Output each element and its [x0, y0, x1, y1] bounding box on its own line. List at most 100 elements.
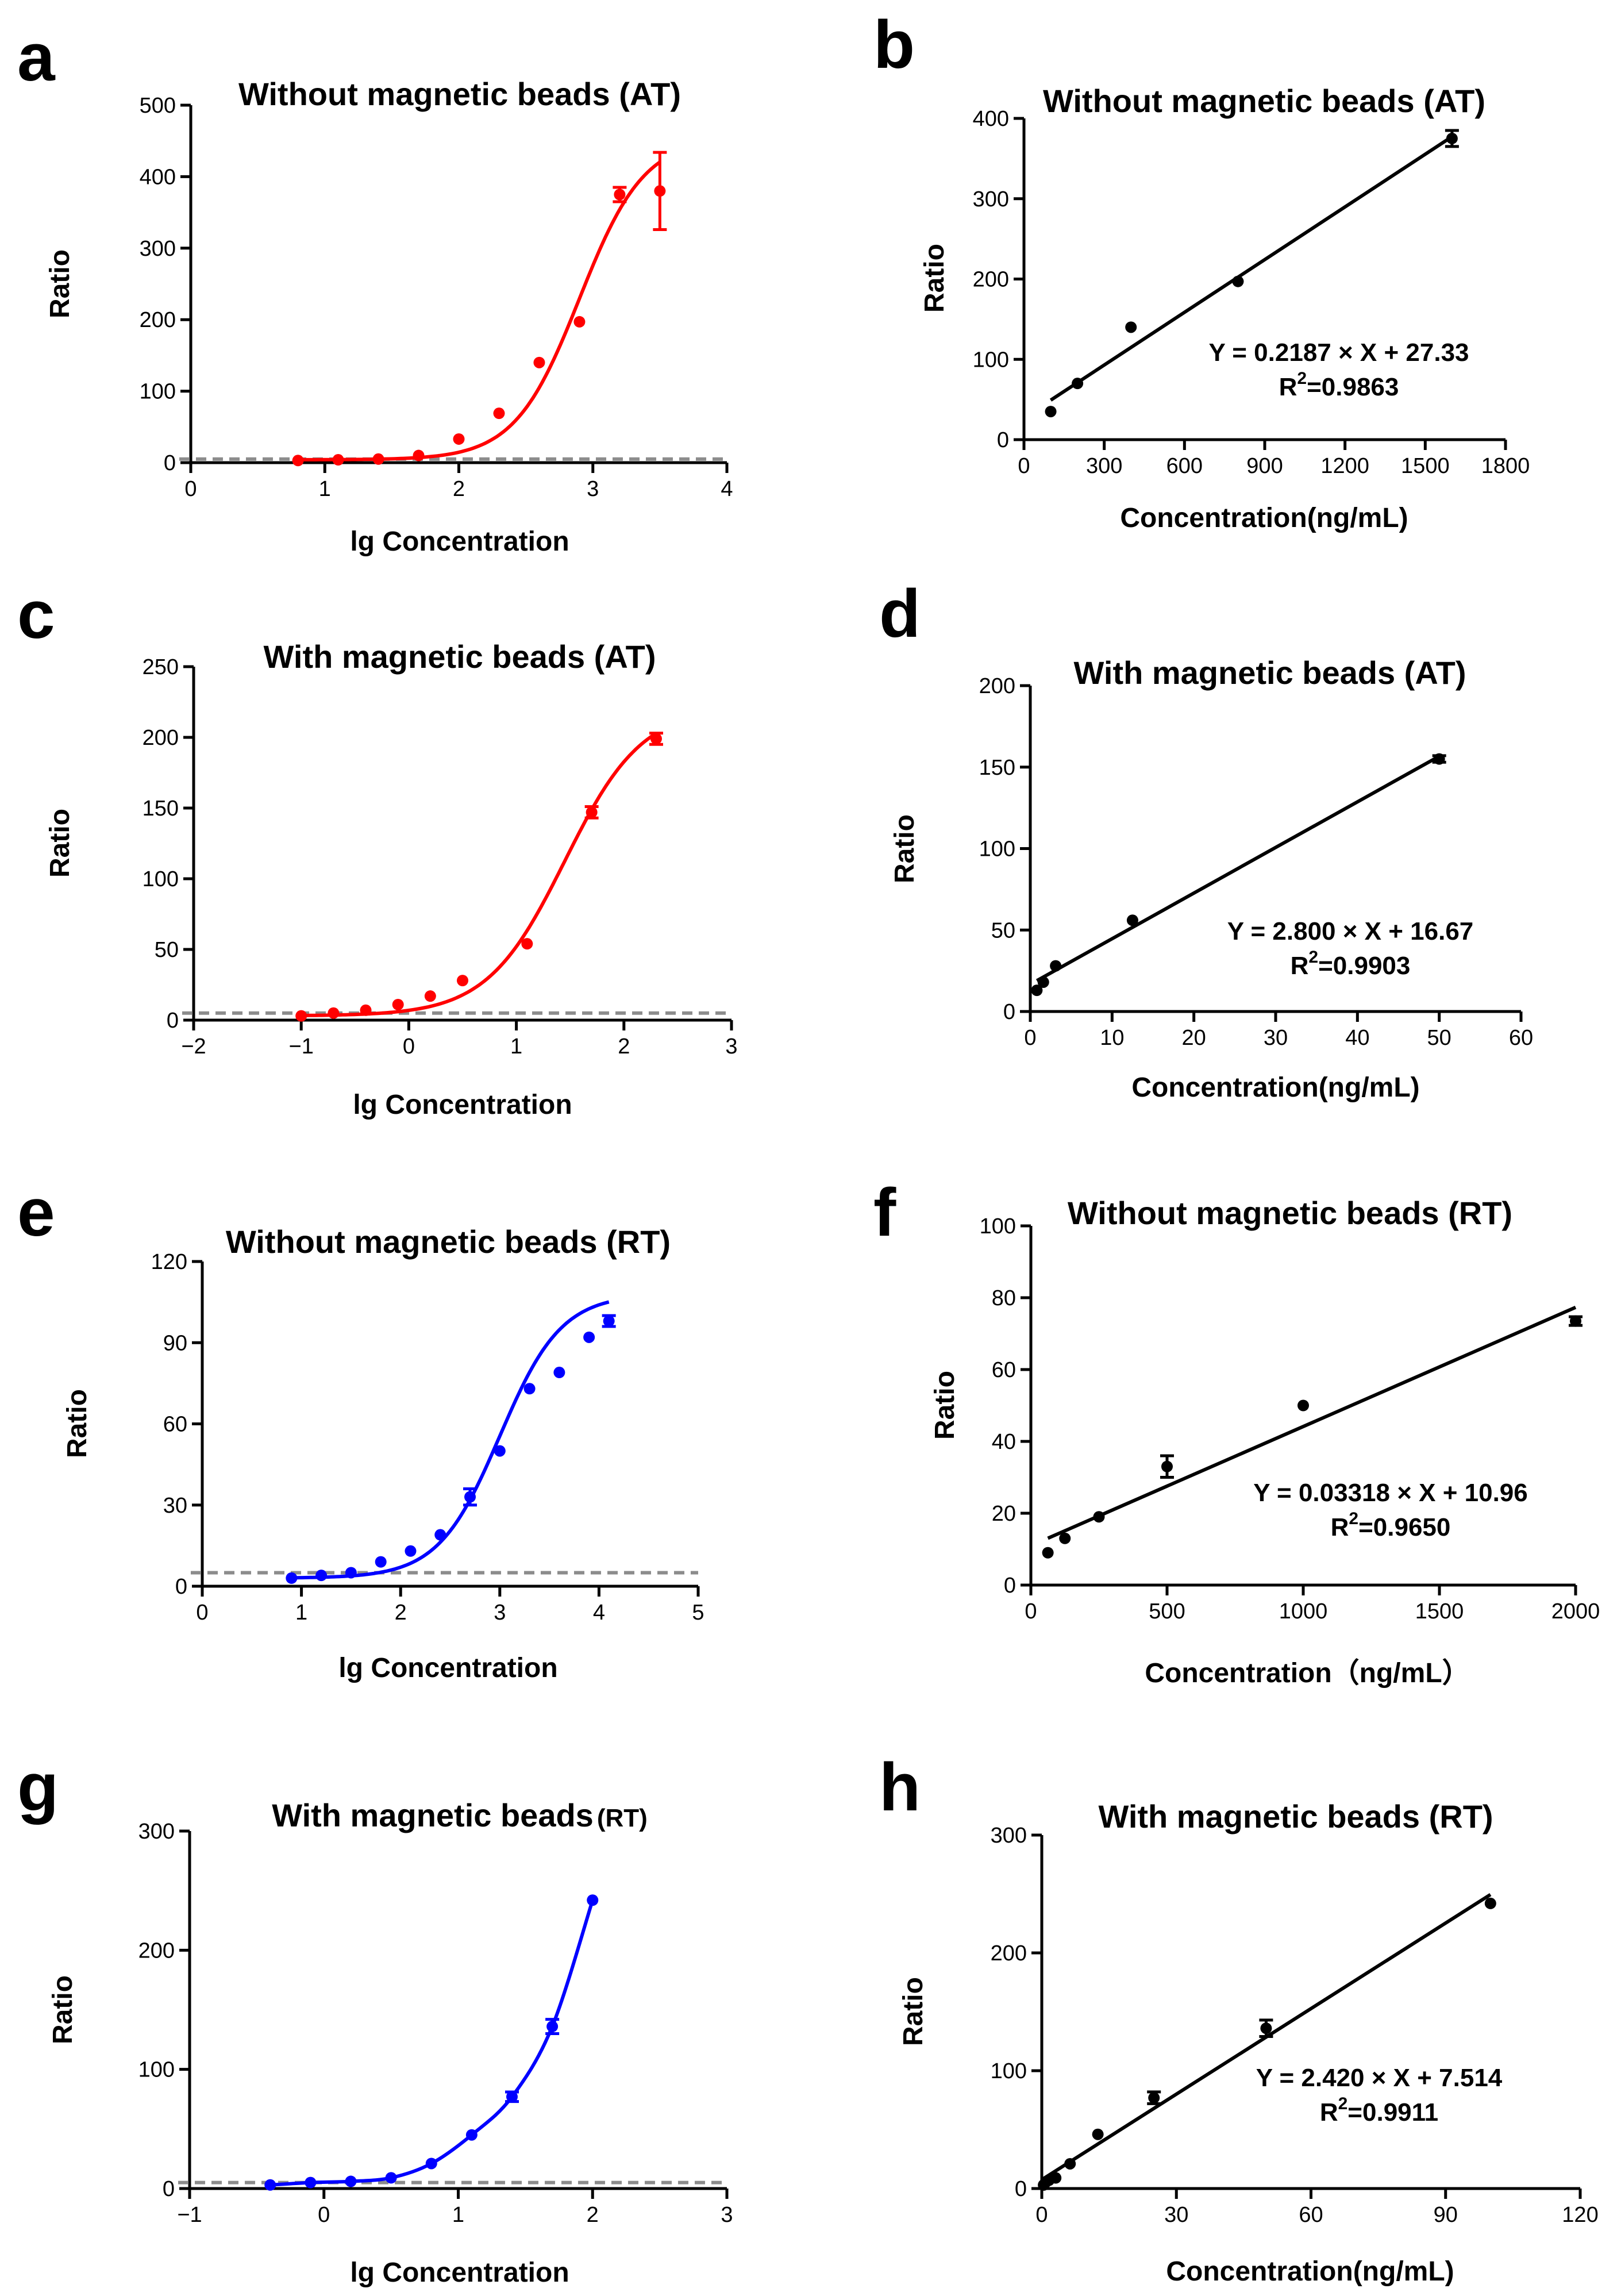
regression-line [1047, 1306, 1577, 1540]
data-point [332, 454, 344, 466]
regression-line [1035, 755, 1441, 983]
data-point [375, 1556, 387, 1568]
y-axis-label: Ratio [48, 1975, 78, 2044]
x-tick-label: 1200 [1320, 454, 1369, 478]
panel-letter: a [17, 20, 56, 95]
chart-title: With magnetic beads (AT) [264, 639, 656, 675]
y-tick-label: 250 [143, 655, 179, 679]
y-tick-label: 60 [163, 1413, 187, 1437]
x-tick-label: 500 [1149, 1599, 1185, 1624]
data-point [650, 733, 662, 745]
x-axis-label: lg Concentration [353, 1090, 572, 1120]
x-tick-label: 0 [1024, 1026, 1036, 1050]
data-point [1045, 406, 1057, 418]
x-tick-label: 1 [452, 2203, 464, 2227]
chart-title-suffix: (RT) [597, 1804, 648, 1832]
x-tick-label: 50 [1427, 1026, 1451, 1050]
data-point [1433, 753, 1445, 765]
x-tick-label: 900 [1246, 454, 1283, 478]
chart-title: With magnetic beads (AT) [1074, 655, 1466, 691]
r-squared: R2=0.9911 [1320, 2094, 1438, 2126]
data-point [295, 1010, 307, 1022]
r-squared-symbol: R [1279, 373, 1297, 401]
data-point [1093, 1511, 1105, 1523]
r-squared-value: =0.9911 [1347, 2098, 1438, 2126]
y-tick-label: 0 [997, 428, 1009, 452]
data-point [587, 1894, 599, 1906]
chart-title-text: Without magnetic beads (AT) [1043, 83, 1485, 119]
y-axis-label: Ratio [62, 1389, 93, 1458]
r-squared-value: =0.9903 [1318, 952, 1410, 980]
data-point [1059, 1532, 1071, 1544]
panel-letter: h [879, 1749, 921, 1825]
data-point [586, 806, 598, 818]
data-point [521, 938, 533, 950]
data-point [1125, 321, 1137, 333]
y-tick-label: 200 [991, 1941, 1027, 1966]
data-point [493, 407, 505, 420]
x-tick-label: 40 [1345, 1026, 1369, 1050]
data-point [345, 1567, 357, 1579]
x-tick-label: 0 [184, 477, 197, 501]
y-tick-label: 0 [163, 2177, 175, 2201]
chart-title: Without magnetic beads (AT) [1043, 83, 1485, 119]
x-tick-label: 1800 [1481, 454, 1530, 478]
panel-d: d With magnetic beads (AT) 0 50 100 150 200 0 10… [879, 576, 1533, 1103]
data-point [546, 2021, 559, 2033]
regression-equation: Y = 2.800 × X + 16.67 [1227, 917, 1474, 945]
r-squared-exponent: 2 [1338, 2094, 1348, 2113]
data-point [315, 1570, 328, 1582]
x-tick-label: 0 [196, 1601, 208, 1625]
x-tick-label: 30 [1264, 1026, 1288, 1050]
y-tick-label: 80 [992, 1286, 1016, 1310]
data-point [292, 455, 304, 467]
x-axis-label: lg Concentration [338, 1653, 557, 1683]
y-tick-label: 40 [992, 1430, 1016, 1454]
fit-curve [291, 1300, 610, 1580]
x-tick-label: 4 [721, 477, 733, 501]
y-axis-label: Ratio [930, 1371, 960, 1440]
chart-title-text: With magnetic beads [272, 1797, 594, 1833]
r-squared-value: =0.9863 [1307, 373, 1399, 401]
data-point [434, 1529, 446, 1541]
x-tick-label: 60 [1299, 2203, 1323, 2227]
y-tick-label: 100 [979, 837, 1015, 862]
x-axis-label: Concentration（ng/mL） [1145, 1658, 1469, 1689]
data-point [603, 1315, 615, 1327]
data-point [424, 990, 436, 1002]
data-point [457, 975, 468, 987]
data-point [1064, 2157, 1076, 2170]
regression-line [1049, 135, 1453, 402]
x-tick-label: 120 [1562, 2203, 1598, 2227]
fit-curve [298, 160, 661, 461]
data-point [1126, 914, 1138, 926]
chart-title-text: With magnetic beads (AT) [264, 639, 656, 675]
x-tick-label: 2000 [1551, 1599, 1600, 1624]
data-point [453, 433, 465, 445]
chart-title-text: Without magnetic beads (RT) [226, 1224, 671, 1260]
x-tick-label: 3 [587, 477, 599, 501]
x-tick-label: −1 [177, 2203, 202, 2227]
panel-b: b Without magnetic beads (AT) 0 100 200 300 40… [873, 7, 1530, 533]
chart-title-text: Without magnetic beads (RT) [1068, 1195, 1512, 1231]
x-tick-label: 600 [1166, 454, 1203, 478]
r-squared: R2=0.9650 [1331, 1509, 1451, 1541]
y-axis-label: Ratio [890, 814, 920, 883]
data-point [1148, 2092, 1160, 2104]
x-tick-label: 0 [1018, 454, 1030, 478]
x-axis-label: Concentration(ng/mL) [1120, 503, 1408, 533]
regression-equation: Y = 2.420 × X + 7.514 [1256, 2064, 1503, 2092]
data-point [573, 316, 586, 328]
y-tick-label: 400 [140, 165, 176, 189]
data-point [413, 449, 425, 461]
x-axis-label: lg Concentration [350, 526, 569, 557]
chart-title: With magnetic beads (RT) [1098, 1798, 1493, 1835]
chart-title: Without magnetic beads (RT) [226, 1224, 671, 1260]
y-tick-label: 100 [980, 1214, 1016, 1239]
x-tick-label: −1 [289, 1034, 314, 1059]
r-squared-symbol: R [1291, 952, 1309, 980]
data-point [553, 1367, 565, 1379]
chart-title-text: With magnetic beads (AT) [1074, 655, 1466, 691]
